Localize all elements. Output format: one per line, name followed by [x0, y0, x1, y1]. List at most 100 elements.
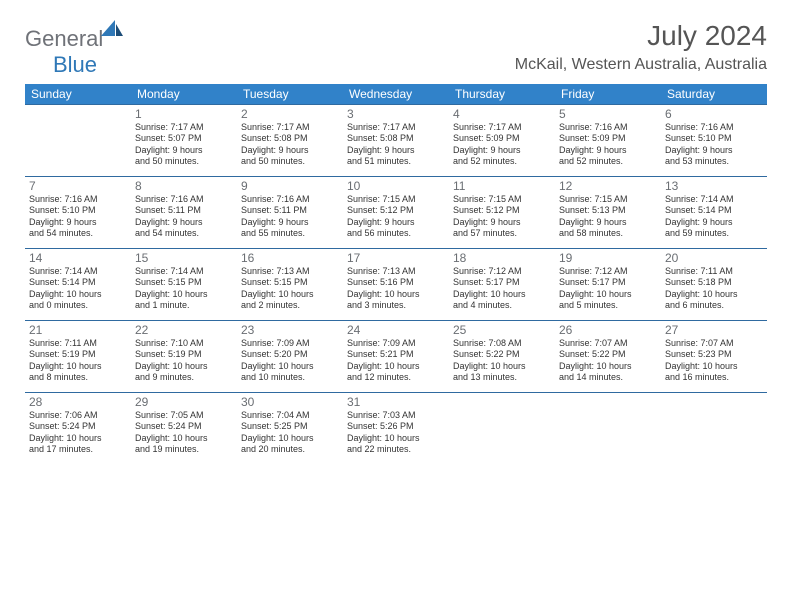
- cell-sr: Sunrise: 7:16 AM: [29, 194, 127, 205]
- calendar-body: 1Sunrise: 7:17 AMSunset: 5:07 PMDaylight…: [25, 105, 767, 465]
- cell-sr: Sunrise: 7:09 AM: [347, 338, 445, 349]
- calendar-cell: 17Sunrise: 7:13 AMSunset: 5:16 PMDayligh…: [343, 249, 449, 321]
- cell-dl1: Daylight: 9 hours: [559, 145, 657, 156]
- calendar-cell: 9Sunrise: 7:16 AMSunset: 5:11 PMDaylight…: [237, 177, 343, 249]
- cell-dl2: and 10 minutes.: [241, 372, 339, 383]
- cell-ss: Sunset: 5:18 PM: [665, 277, 763, 288]
- calendar-cell: 5Sunrise: 7:16 AMSunset: 5:09 PMDaylight…: [555, 105, 661, 177]
- day-number: 16: [241, 251, 339, 265]
- calendar-cell: 23Sunrise: 7:09 AMSunset: 5:20 PMDayligh…: [237, 321, 343, 393]
- cell-dl1: Daylight: 10 hours: [241, 361, 339, 372]
- cell-dl2: and 13 minutes.: [453, 372, 551, 383]
- cell-ss: Sunset: 5:08 PM: [347, 133, 445, 144]
- cell-sr: Sunrise: 7:10 AM: [135, 338, 233, 349]
- cell-ss: Sunset: 5:17 PM: [453, 277, 551, 288]
- weekday-header: Monday: [131, 84, 237, 105]
- cell-sr: Sunrise: 7:05 AM: [135, 410, 233, 421]
- cell-dl2: and 8 minutes.: [29, 372, 127, 383]
- cell-dl1: Daylight: 9 hours: [559, 217, 657, 228]
- cell-sr: Sunrise: 7:16 AM: [241, 194, 339, 205]
- cell-dl2: and 58 minutes.: [559, 228, 657, 239]
- cell-sr: Sunrise: 7:17 AM: [453, 122, 551, 133]
- calendar-cell: 13Sunrise: 7:14 AMSunset: 5:14 PMDayligh…: [661, 177, 767, 249]
- cell-ss: Sunset: 5:19 PM: [135, 349, 233, 360]
- cell-dl2: and 59 minutes.: [665, 228, 763, 239]
- cell-dl1: Daylight: 10 hours: [665, 361, 763, 372]
- cell-dl2: and 51 minutes.: [347, 156, 445, 167]
- day-number: 2: [241, 107, 339, 121]
- cell-dl2: and 52 minutes.: [453, 156, 551, 167]
- day-number: 21: [29, 323, 127, 337]
- day-number: 31: [347, 395, 445, 409]
- cell-dl1: Daylight: 9 hours: [665, 217, 763, 228]
- calendar-cell: 14Sunrise: 7:14 AMSunset: 5:14 PMDayligh…: [25, 249, 131, 321]
- calendar-row: 1Sunrise: 7:17 AMSunset: 5:07 PMDaylight…: [25, 105, 767, 177]
- cell-dl1: Daylight: 9 hours: [241, 145, 339, 156]
- cell-sr: Sunrise: 7:03 AM: [347, 410, 445, 421]
- cell-ss: Sunset: 5:09 PM: [559, 133, 657, 144]
- day-number: 26: [559, 323, 657, 337]
- cell-ss: Sunset: 5:11 PM: [241, 205, 339, 216]
- cell-sr: Sunrise: 7:16 AM: [135, 194, 233, 205]
- cell-ss: Sunset: 5:16 PM: [347, 277, 445, 288]
- cell-dl1: Daylight: 10 hours: [29, 361, 127, 372]
- day-number: 10: [347, 179, 445, 193]
- cell-dl1: Daylight: 10 hours: [559, 289, 657, 300]
- weekday-header: Friday: [555, 84, 661, 105]
- cell-dl2: and 57 minutes.: [453, 228, 551, 239]
- cell-dl1: Daylight: 10 hours: [241, 289, 339, 300]
- cell-ss: Sunset: 5:22 PM: [453, 349, 551, 360]
- day-number: 27: [665, 323, 763, 337]
- calendar-cell: 15Sunrise: 7:14 AMSunset: 5:15 PMDayligh…: [131, 249, 237, 321]
- cell-dl1: Daylight: 9 hours: [453, 145, 551, 156]
- cell-sr: Sunrise: 7:12 AM: [559, 266, 657, 277]
- cell-dl1: Daylight: 9 hours: [135, 217, 233, 228]
- cell-dl2: and 2 minutes.: [241, 300, 339, 311]
- day-number: 14: [29, 251, 127, 265]
- calendar-head: Sunday Monday Tuesday Wednesday Thursday…: [25, 84, 767, 105]
- day-number: 1: [135, 107, 233, 121]
- cell-dl1: Daylight: 10 hours: [135, 433, 233, 444]
- cell-ss: Sunset: 5:19 PM: [29, 349, 127, 360]
- cell-dl1: Daylight: 10 hours: [347, 433, 445, 444]
- cell-sr: Sunrise: 7:13 AM: [347, 266, 445, 277]
- cell-dl1: Daylight: 10 hours: [29, 289, 127, 300]
- title-block: July 2024 McKail, Western Australia, Aus…: [515, 20, 767, 74]
- cell-dl1: Daylight: 9 hours: [665, 145, 763, 156]
- cell-dl2: and 22 minutes.: [347, 444, 445, 455]
- calendar-cell: 16Sunrise: 7:13 AMSunset: 5:15 PMDayligh…: [237, 249, 343, 321]
- calendar-row: 21Sunrise: 7:11 AMSunset: 5:19 PMDayligh…: [25, 321, 767, 393]
- cell-sr: Sunrise: 7:15 AM: [347, 194, 445, 205]
- day-number: 4: [453, 107, 551, 121]
- day-number: 22: [135, 323, 233, 337]
- cell-dl1: Daylight: 10 hours: [347, 289, 445, 300]
- cell-sr: Sunrise: 7:14 AM: [29, 266, 127, 277]
- cell-ss: Sunset: 5:22 PM: [559, 349, 657, 360]
- calendar-cell: 20Sunrise: 7:11 AMSunset: 5:18 PMDayligh…: [661, 249, 767, 321]
- calendar-cell: 30Sunrise: 7:04 AMSunset: 5:25 PMDayligh…: [237, 393, 343, 465]
- cell-ss: Sunset: 5:15 PM: [241, 277, 339, 288]
- cell-dl1: Daylight: 9 hours: [347, 145, 445, 156]
- cell-ss: Sunset: 5:17 PM: [559, 277, 657, 288]
- cell-dl2: and 5 minutes.: [559, 300, 657, 311]
- calendar-cell: 19Sunrise: 7:12 AMSunset: 5:17 PMDayligh…: [555, 249, 661, 321]
- day-number: 6: [665, 107, 763, 121]
- calendar-cell: 11Sunrise: 7:15 AMSunset: 5:12 PMDayligh…: [449, 177, 555, 249]
- cell-dl2: and 4 minutes.: [453, 300, 551, 311]
- day-number: 30: [241, 395, 339, 409]
- weekday-header: Thursday: [449, 84, 555, 105]
- cell-dl1: Daylight: 10 hours: [453, 289, 551, 300]
- cell-ss: Sunset: 5:15 PM: [135, 277, 233, 288]
- weekday-header: Wednesday: [343, 84, 449, 105]
- cell-sr: Sunrise: 7:14 AM: [665, 194, 763, 205]
- cell-dl2: and 55 minutes.: [241, 228, 339, 239]
- cell-dl2: and 12 minutes.: [347, 372, 445, 383]
- cell-sr: Sunrise: 7:14 AM: [135, 266, 233, 277]
- cell-dl1: Daylight: 9 hours: [135, 145, 233, 156]
- calendar-cell: 21Sunrise: 7:11 AMSunset: 5:19 PMDayligh…: [25, 321, 131, 393]
- calendar-cell: [25, 105, 131, 177]
- cell-dl2: and 52 minutes.: [559, 156, 657, 167]
- cell-ss: Sunset: 5:24 PM: [29, 421, 127, 432]
- calendar-cell: 31Sunrise: 7:03 AMSunset: 5:26 PMDayligh…: [343, 393, 449, 465]
- calendar-cell: 3Sunrise: 7:17 AMSunset: 5:08 PMDaylight…: [343, 105, 449, 177]
